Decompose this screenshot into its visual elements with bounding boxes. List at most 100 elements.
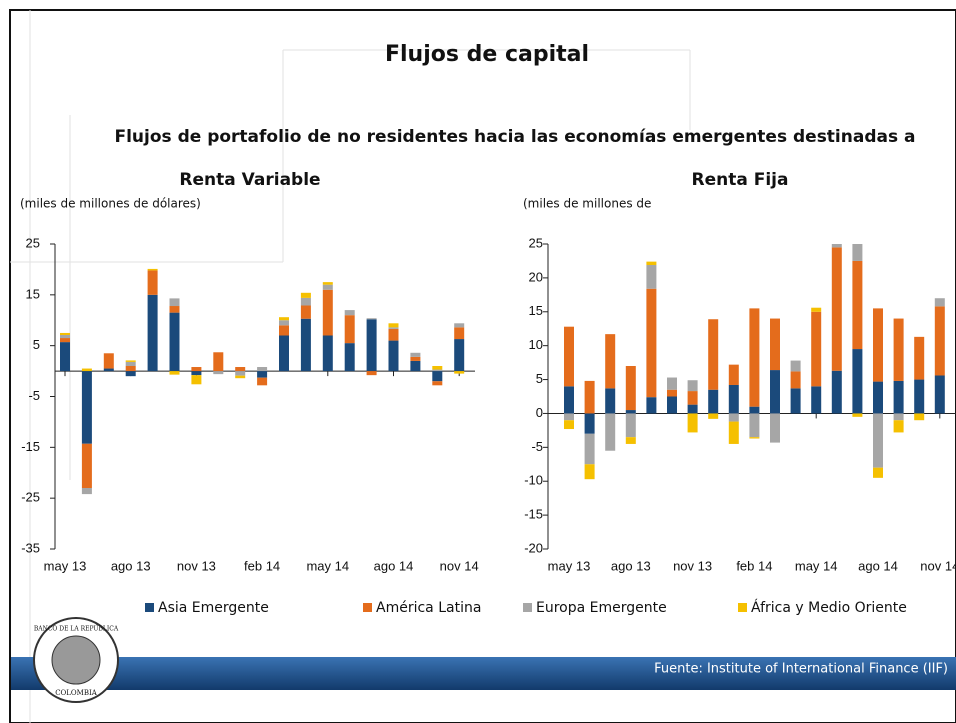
bar	[770, 318, 780, 371]
y-axis-label: (miles de millones de dólares)	[20, 197, 201, 211]
bar	[831, 247, 842, 371]
bar	[914, 379, 925, 414]
logo-text: BANCO DE LA REPÚBLICA	[34, 625, 119, 633]
bar	[60, 332, 70, 335]
bar	[790, 360, 801, 372]
legend-label: Europa Emergente	[536, 600, 667, 616]
bar	[770, 413, 780, 443]
bar	[432, 366, 443, 370]
bar	[852, 260, 863, 350]
title: Flujos de capital	[385, 42, 589, 67]
bar	[687, 404, 698, 414]
bar	[213, 352, 224, 372]
bar	[388, 328, 399, 341]
bar	[625, 413, 636, 438]
y-tick-label: -35	[21, 540, 40, 555]
bar	[366, 318, 377, 320]
subtitle: Flujos de portafolio de no residentes ha…	[114, 127, 915, 147]
bar	[811, 311, 822, 387]
bar	[831, 370, 842, 414]
footer-bar	[11, 657, 956, 690]
chart-title: Renta Fija	[692, 170, 789, 190]
x-tick-label: nov 14	[440, 558, 479, 573]
y-tick-label: 15	[26, 286, 40, 301]
bar	[811, 386, 822, 414]
bar	[625, 410, 636, 414]
bar	[322, 335, 333, 372]
y-tick-label: -5	[28, 388, 40, 403]
y-tick-label: 25	[529, 235, 543, 250]
bar	[749, 437, 760, 439]
bar	[790, 388, 801, 414]
bar	[300, 318, 311, 372]
bar	[831, 244, 842, 248]
bar	[934, 298, 945, 307]
bar	[749, 406, 760, 414]
legend-swatch	[363, 603, 372, 612]
bar	[432, 369, 443, 372]
x-tick-label: may 14	[795, 558, 838, 573]
bar	[322, 289, 333, 336]
bar	[454, 339, 465, 372]
bar	[103, 368, 114, 372]
bar	[344, 343, 355, 372]
x-tick-label: may 14	[306, 558, 349, 573]
bar	[191, 371, 202, 376]
bar	[300, 297, 311, 306]
x-tick-label: ago 14	[374, 558, 414, 573]
y-tick-label: -15	[524, 507, 543, 522]
bar	[81, 488, 92, 495]
bar	[893, 380, 904, 414]
bar	[344, 310, 355, 316]
bar	[81, 368, 92, 372]
bar	[60, 334, 70, 339]
bar	[708, 389, 719, 414]
bar	[584, 464, 595, 480]
y-tick-label: 20	[529, 269, 543, 284]
bar	[687, 391, 698, 405]
bar	[790, 371, 801, 389]
bar	[169, 306, 180, 313]
y-tick-label: 5	[33, 337, 40, 352]
bar	[279, 320, 289, 326]
bar	[169, 312, 180, 372]
bar	[257, 377, 268, 386]
y-axis-label: (miles de millones de	[523, 197, 651, 211]
bar	[893, 413, 904, 421]
bar	[708, 413, 719, 419]
bar	[366, 319, 377, 372]
decor	[10, 10, 691, 723]
bar	[235, 371, 246, 376]
bar	[388, 327, 399, 329]
logo-head	[51, 635, 101, 685]
bar	[81, 371, 92, 444]
bar	[454, 323, 465, 328]
bar	[605, 413, 616, 451]
bar	[934, 375, 945, 414]
x-tick-label: may 13	[44, 558, 87, 573]
bar	[279, 335, 289, 372]
bar	[852, 349, 863, 414]
bar	[584, 413, 595, 434]
bar	[708, 319, 719, 390]
bar	[873, 308, 883, 382]
bar	[322, 282, 333, 285]
y-tick-label: -5	[531, 439, 543, 454]
x-tick-label: nov 13	[177, 558, 216, 573]
x-tick-label: nov 14	[920, 558, 956, 573]
bar	[728, 364, 739, 385]
bar	[667, 389, 677, 397]
bar	[914, 336, 925, 380]
bar	[410, 356, 421, 361]
bar	[169, 371, 180, 375]
legend-swatch	[145, 603, 154, 612]
legend-label: Asia Emergente	[158, 600, 269, 616]
x-tick-label: feb 14	[244, 558, 280, 573]
bar	[873, 413, 883, 468]
legend-label: África y Medio Oriente	[751, 599, 907, 616]
y-tick-label: 5	[536, 371, 543, 386]
chart-title: Renta Variable	[179, 170, 320, 190]
bar	[728, 413, 739, 422]
y-tick-label: 15	[529, 303, 543, 318]
